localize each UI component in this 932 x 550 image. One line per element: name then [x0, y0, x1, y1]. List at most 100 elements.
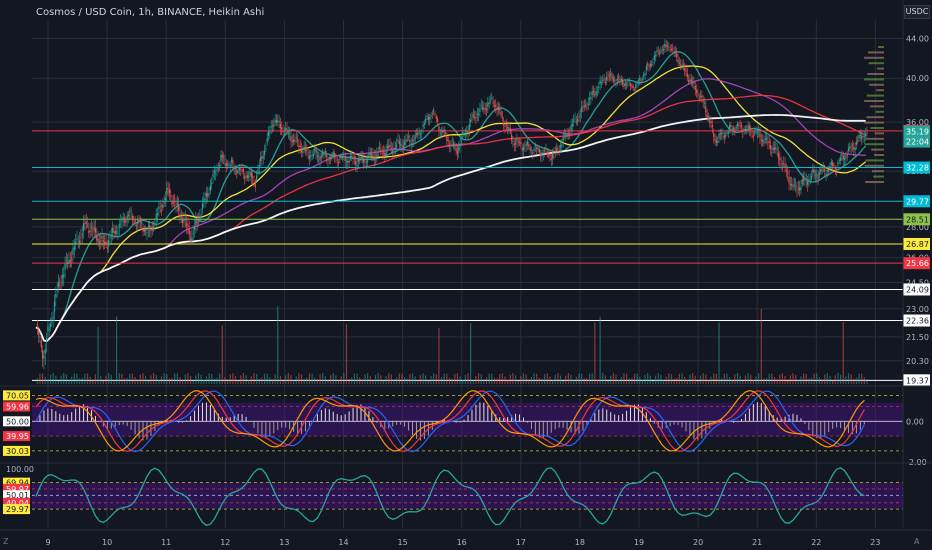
auto-scale-button[interactable]: A [914, 537, 920, 546]
volume-bar [639, 376, 641, 384]
candle-body [361, 156, 363, 159]
volume-bar [414, 376, 416, 384]
time-tick-label: 13 [279, 538, 289, 547]
volume-bar [850, 374, 852, 384]
candle-body [672, 48, 674, 50]
candle-body [335, 155, 337, 157]
volume-profile-bar [876, 89, 884, 92]
oscillator-level-tag [3, 445, 30, 456]
candle-body [652, 62, 654, 64]
volume-bar [729, 376, 731, 384]
candle-body [546, 152, 548, 155]
candle-body [849, 146, 851, 149]
volume-bar [588, 373, 591, 384]
candle-body [409, 139, 411, 143]
volume-bar [422, 373, 424, 384]
candle-body [204, 198, 206, 201]
candle-body [298, 145, 300, 147]
candle-body [599, 80, 601, 85]
candle-body [422, 124, 424, 128]
volume-bar [345, 324, 348, 384]
volume-bar [765, 377, 768, 384]
candle-body [489, 100, 492, 102]
candle-body [631, 85, 633, 87]
candle-body [752, 135, 754, 138]
candle-body [216, 168, 218, 171]
candle-body [841, 154, 843, 156]
candle-body [590, 97, 592, 99]
volume-bar [824, 374, 826, 384]
candle-body [259, 157, 262, 162]
candle-body [341, 155, 344, 158]
volume-bar [834, 375, 836, 384]
volume-bar [491, 373, 493, 384]
volume-bar [752, 379, 754, 384]
volume-bar [184, 374, 186, 384]
candle-body [261, 156, 263, 159]
volume-bar [557, 373, 559, 384]
candle-body [446, 136, 448, 141]
volume-bar [314, 377, 316, 384]
candle-body [242, 169, 245, 172]
volume-bar [433, 373, 435, 384]
candle-body [42, 350, 44, 359]
timezone-button[interactable]: Z [3, 537, 9, 546]
candle-body [137, 218, 139, 224]
candle-body [467, 131, 469, 133]
volume-bar [261, 377, 263, 384]
price-pane[interactable] [32, 20, 903, 528]
candle-body [200, 215, 202, 218]
candle-body [522, 147, 525, 151]
candle-body [440, 129, 443, 131]
time-axis: 9 10 11 12 13 14 15 16 17 18 19 20 21 22 23 [45, 538, 880, 547]
candle-body [513, 143, 515, 146]
volume-bar [406, 378, 408, 384]
volume-profile-bar [871, 170, 884, 173]
volume-bar [171, 377, 173, 384]
candle-body [813, 170, 815, 174]
volume-bar [779, 374, 781, 384]
volume-bar [192, 380, 194, 384]
volume-bar [525, 374, 527, 384]
candle-body [709, 120, 711, 124]
candle-body [536, 147, 538, 149]
candle-body [846, 155, 848, 157]
candle-body [699, 95, 702, 97]
candle-body [205, 193, 208, 197]
candle-body [682, 64, 684, 66]
candle-body [271, 125, 274, 127]
candle-body [754, 132, 756, 134]
volume-bar [147, 380, 149, 384]
time-tick-label: 12 [220, 538, 230, 547]
candle-body [569, 133, 571, 134]
volume-bar [644, 374, 646, 384]
candle-body [303, 146, 305, 150]
candle-body [189, 239, 192, 242]
candle-body [385, 150, 387, 155]
candle-body [859, 134, 861, 137]
candle-body [722, 132, 724, 134]
quote-currency-button[interactable]: USDC [904, 5, 930, 19]
candle-body [584, 104, 587, 107]
candle-body [281, 127, 283, 130]
volume-bar [602, 373, 604, 384]
candle-body [380, 150, 382, 151]
candle-body [719, 133, 721, 135]
candle-body [854, 147, 856, 151]
candle-body [81, 234, 83, 236]
candle-body [773, 147, 776, 150]
candle-body [113, 230, 115, 233]
candle-body [431, 112, 433, 114]
candle-body [496, 108, 498, 111]
volume-bars [36, 306, 868, 384]
candle-body [179, 214, 181, 218]
time-tick-label: 17 [516, 538, 526, 547]
candle-body [865, 133, 867, 136]
volume-bar [211, 374, 213, 384]
volume-bar [55, 375, 57, 384]
candle-body [88, 230, 90, 234]
candle-body [845, 156, 847, 159]
